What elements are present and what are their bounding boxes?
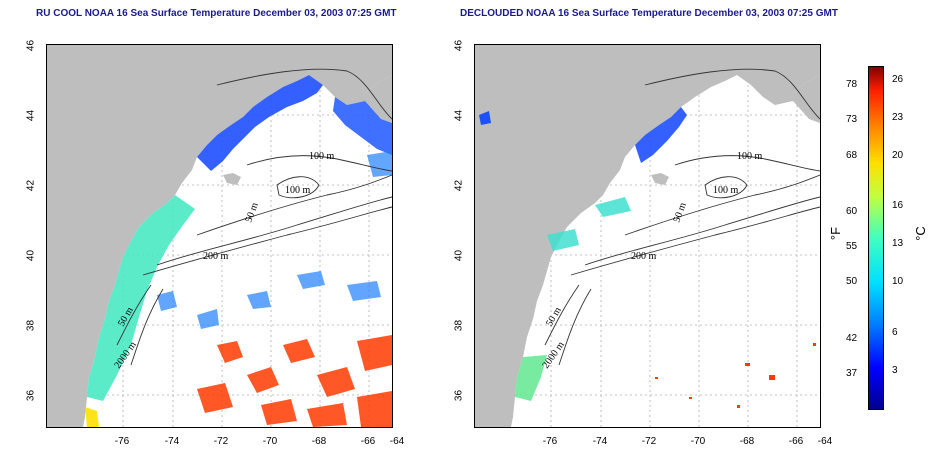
right-label-100m-a: 100 m — [737, 151, 763, 162]
right-map-title: DECLOUDED NOAA 16 Sea Surface Temperatur… — [460, 8, 838, 19]
right-lon-72: -72 — [641, 436, 657, 447]
fahrenheit-unit-label: °F — [828, 226, 844, 241]
right-green-coast — [515, 355, 547, 401]
right-contours — [544, 68, 820, 366]
left-cape-cod — [223, 173, 241, 185]
left-label-100m-a: 100 m — [309, 151, 335, 162]
left-lon-76: -76 — [114, 436, 130, 447]
right-lat-40: 40 — [453, 249, 465, 262]
colorbar-f-tick-55: 55 — [846, 241, 858, 253]
right-map-svg: 100 m 100 m 50 m 200 m 50 m 2000 m — [475, 45, 820, 427]
colorbar-f-tick-68: 68 — [846, 149, 858, 161]
right-label-2000m: 2000 m — [540, 339, 567, 370]
left-cold-water-gulf — [197, 75, 323, 171]
right-lat-46: 46 — [453, 39, 465, 52]
colorbar-c-tick-26: 26 — [892, 73, 904, 85]
left-label-50m-a: 50 m — [243, 201, 260, 224]
left-lon-74: -74 — [164, 436, 180, 447]
left-nova-scotia — [323, 75, 392, 123]
left-map-svg: 100 m 100 m 50 m 200 m 50 m 2000 m — [47, 45, 392, 427]
colorbar-c-tick-10: 10 — [892, 276, 904, 288]
right-cape-cod — [651, 173, 669, 185]
right-cold-island — [479, 111, 491, 125]
right-sst-map: 100 m 100 m 50 m 200 m 50 m 2000 m — [474, 44, 821, 428]
colorbar-c-tick-6: 6 — [892, 327, 898, 338]
right-lon-66: -66 — [788, 436, 804, 447]
left-sst-map: 100 m 100 m 50 m 200 m 50 m 2000 m — [46, 44, 393, 428]
right-nova-scotia — [751, 75, 820, 123]
left-lat-36: 36 — [25, 389, 37, 402]
left-lat-38: 38 — [25, 319, 37, 332]
colorbar-f-tick-50: 50 — [846, 276, 858, 288]
right-lat-36: 36 — [453, 389, 465, 402]
left-lon-70: -70 — [262, 436, 278, 447]
colorbar-c-tick-13: 13 — [892, 238, 904, 250]
left-cold-water-scotian — [333, 97, 392, 155]
right-lon-74: -74 — [592, 436, 608, 447]
colorbar-f-tick-42: 42 — [846, 332, 858, 344]
left-lat-42: 42 — [25, 179, 37, 192]
right-lon-76: -76 — [542, 436, 558, 447]
colorbar-c-tick-3: 3 — [892, 365, 898, 376]
right-cyan-shelf-a — [595, 197, 631, 217]
colorbar-c-tick-16: 16 — [892, 200, 904, 212]
right-lat-42: 42 — [453, 179, 465, 192]
left-label-100m-b: 100 m — [285, 185, 311, 196]
left-lat-46: 46 — [25, 39, 37, 52]
colorbar-f-tick-60: 60 — [846, 205, 858, 217]
colorbar-c-tick-20: 20 — [892, 149, 904, 161]
left-warm-edge — [85, 407, 99, 427]
left-lon-68: -68 — [311, 436, 327, 447]
right-lon-70: -70 — [690, 436, 706, 447]
temperature-colorbar — [868, 66, 884, 410]
right-lon-64: -64 — [817, 436, 833, 447]
left-lat-44: 44 — [25, 109, 37, 122]
colorbar-f-tick-78: 78 — [846, 79, 858, 91]
right-warm-specks — [655, 343, 816, 408]
right-label-200m: 200 m — [631, 251, 657, 262]
right-cyan-shelf-b — [547, 229, 579, 251]
left-contours — [116, 68, 392, 366]
left-scattered-cold — [157, 151, 392, 329]
right-label-50m-a: 50 m — [671, 201, 688, 224]
left-label-200m: 200 m — [203, 251, 229, 262]
celsius-unit-label: °C — [912, 226, 928, 241]
left-land — [47, 45, 392, 427]
colorbar-c-tick-23: 23 — [892, 111, 904, 123]
right-label-100m-b: 100 m — [713, 185, 739, 196]
left-lon-64: -64 — [389, 436, 405, 447]
left-lat-40: 40 — [25, 249, 37, 262]
left-lon-72: -72 — [213, 436, 229, 447]
left-shelf-water — [87, 195, 195, 401]
left-lon-66: -66 — [360, 436, 376, 447]
left-warm-patches — [197, 335, 392, 427]
right-lat-38: 38 — [453, 319, 465, 332]
right-lat-44: 44 — [453, 109, 465, 122]
colorbar-f-tick-73: 73 — [846, 114, 858, 126]
right-lon-68: -68 — [739, 436, 755, 447]
left-map-title: RU COOL NOAA 16 Sea Surface Temperature … — [36, 8, 397, 19]
colorbar-f-tick-37: 37 — [846, 367, 858, 379]
right-land — [475, 45, 820, 427]
right-cold-gulf — [635, 107, 687, 163]
